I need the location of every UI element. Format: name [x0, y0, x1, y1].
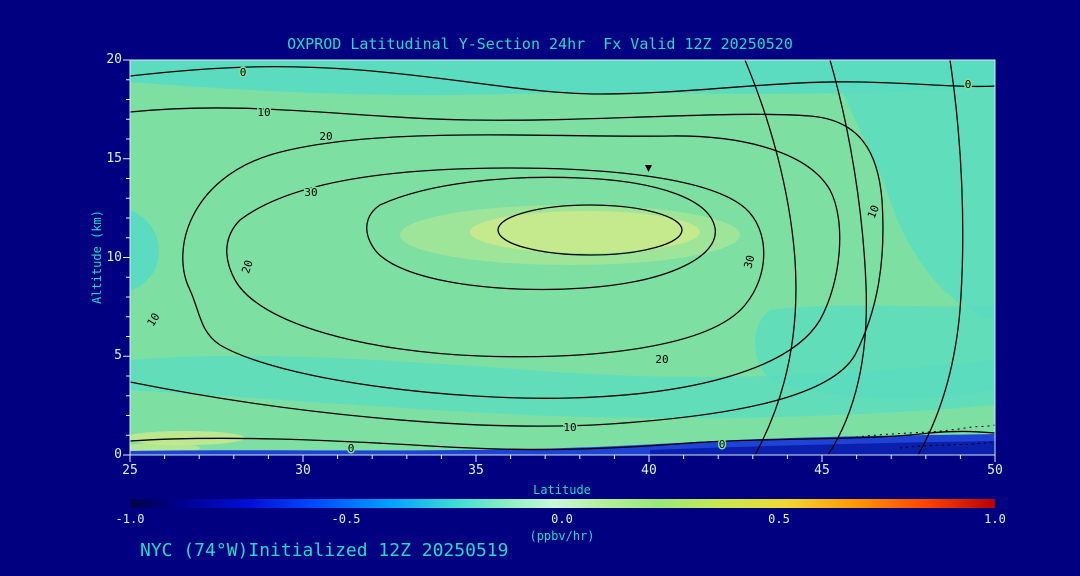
fill-region-teal-bottom-band [130, 355, 995, 419]
x-tick-label: 35 [468, 463, 484, 478]
contour-label: 10 [257, 106, 270, 119]
y-tick-label: 0 [114, 447, 122, 462]
contour-label: 30 [742, 254, 758, 270]
colorbar-units: (ppbv/hr) [529, 529, 595, 543]
contour-line-negative-dotted-1 [849, 424, 995, 439]
y-tick-label: 10 [106, 250, 122, 265]
contour-line-30-loop [226, 167, 765, 358]
chart-title: OXPROD Latitudinal Y-Section 24hr Fx Val… [287, 35, 793, 53]
x-tick-label: 45 [814, 463, 830, 478]
contour-line-0-top [130, 65, 995, 95]
contour-line-10-loop [130, 107, 884, 427]
y-tick-label: 15 [106, 151, 122, 166]
colorbar-tick-label: 0.5 [768, 512, 790, 526]
contour-label: 0 [965, 78, 972, 91]
contour-label: 20 [655, 353, 668, 366]
contour-plot: 0 0 10 20 30 20 30 10 20 10 0 0 10 [123, 59, 996, 462]
fill-region-blue-bottom-dark [650, 441, 995, 455]
colorbar-tick-label: 1.0 [984, 512, 1006, 526]
fill-region-teal-right [830, 60, 995, 320]
contour-label: 0 [719, 438, 726, 451]
contour-label: 20 [239, 259, 255, 276]
contour-line-right-2 [827, 60, 868, 455]
contour-label: 30 [304, 186, 317, 199]
x-tick-label: 40 [641, 463, 657, 478]
fill-region-teal-left [130, 210, 159, 290]
x-tick-label: 25 [122, 463, 138, 478]
contour-line-20-loop [182, 134, 841, 399]
y-tick-label: 20 [106, 52, 122, 67]
triangle-marker [645, 165, 652, 172]
colorbar-tick-label: -0.5 [331, 512, 361, 526]
fill-region-yellow-core [470, 211, 700, 253]
axis-ticks [123, 59, 996, 462]
footer-caption: NYC (74°W)Initialized 12Z 20250519 [140, 540, 509, 561]
colorbar [130, 499, 995, 508]
contour-line-0-bottom [130, 430, 995, 451]
contour-label: 0 [240, 66, 247, 79]
contour-line-negative-dotted-2 [899, 441, 995, 449]
y-tick-label: 5 [114, 348, 122, 363]
x-tick-label: 50 [987, 463, 1003, 478]
contour-line-right-1 [744, 60, 797, 455]
contour-line-innermost [497, 204, 683, 256]
contour-line-right-3 [917, 60, 964, 455]
contour-label: 20 [319, 130, 332, 143]
colorbar-tick-label: 0.0 [551, 512, 573, 526]
contour-label: 10 [563, 421, 576, 434]
colorbar-tick-label: -1.0 [115, 512, 145, 526]
x-axis-title: Latitude [533, 483, 591, 497]
contour-line-inner-ring [366, 176, 716, 291]
x-tick-label: 30 [295, 463, 311, 478]
contour-label: 0 [348, 442, 355, 455]
